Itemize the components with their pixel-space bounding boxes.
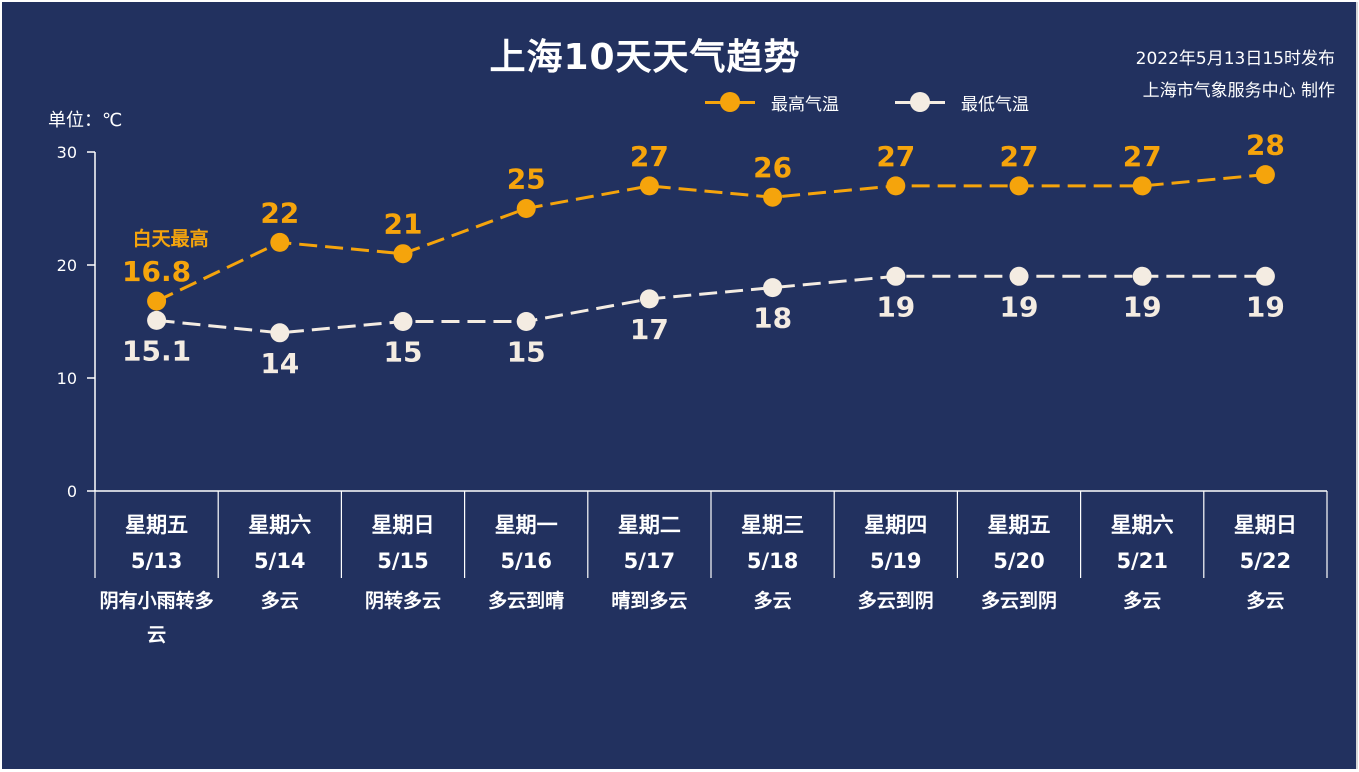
- y-tick-label: 30: [57, 143, 77, 162]
- data-label-high: 21: [384, 208, 423, 241]
- issued-time: 2022年5月13日15时发布: [1135, 49, 1335, 69]
- data-point-high: [763, 187, 783, 207]
- data-label-low: 19: [876, 290, 915, 323]
- legend-marker-high: [720, 92, 740, 112]
- data-label-high: 16.8: [122, 255, 191, 288]
- data-label-high: 27: [1000, 140, 1039, 173]
- data-point-low: [147, 310, 167, 330]
- data-label-low: 19: [1246, 290, 1285, 323]
- data-point-high: [1255, 165, 1275, 185]
- x-tick-label: 5/14: [254, 549, 306, 573]
- data-label-high: 25: [507, 163, 546, 196]
- x-weekday-label: 星期三: [741, 513, 804, 537]
- data-label-high: 22: [260, 196, 299, 229]
- x-tick-label: 5/13: [131, 549, 183, 573]
- data-point-high: [886, 176, 906, 196]
- x-weekday-label: 星期六: [1111, 513, 1174, 537]
- data-label-high: 26: [753, 151, 792, 184]
- series-line-high: [155, 173, 1266, 303]
- x-weekday-label: 星期五: [125, 513, 188, 537]
- x-weekday-label: 星期日: [372, 513, 435, 537]
- data-point-high: [1132, 176, 1152, 196]
- data-point-low: [1009, 266, 1029, 286]
- x-tick-label: 5/16: [500, 549, 552, 573]
- weather-condition: 晴到多云: [611, 590, 688, 612]
- data-point-high: [393, 244, 413, 264]
- data-label-high: 27: [876, 140, 915, 173]
- series-line-low: [156, 274, 1266, 335]
- data-point-low: [763, 278, 783, 298]
- data-label-low: 14: [260, 347, 299, 380]
- data-point-high: [1009, 176, 1029, 196]
- x-tick-label: 5/19: [870, 549, 922, 573]
- data-point-low: [639, 289, 659, 309]
- x-weekday-label: 星期二: [618, 513, 681, 537]
- x-weekday-label: 星期一: [495, 513, 558, 537]
- y-tick-label: 0: [67, 482, 77, 501]
- data-label-low: 19: [1123, 290, 1162, 323]
- legend-marker-low: [910, 92, 930, 112]
- y-tick-label: 20: [57, 256, 77, 275]
- x-weekday-label: 星期五: [988, 513, 1051, 537]
- data-label-low: 18: [753, 302, 792, 335]
- data-point-high: [270, 232, 290, 252]
- x-weekday-label: 星期四: [864, 513, 927, 537]
- data-point-high: [639, 176, 659, 196]
- unit-label: 单位：℃: [48, 110, 123, 131]
- data-label-low: 15: [507, 336, 546, 369]
- x-tick-label: 5/15: [377, 549, 429, 573]
- weather-condition: 多云到阴: [857, 590, 934, 612]
- data-label-low: 15.1: [122, 334, 191, 367]
- annotation-label: 白天最高: [133, 227, 209, 250]
- x-weekday-label: 星期六: [248, 513, 311, 537]
- legend-label-high: 最高气温: [771, 95, 839, 115]
- data-point-low: [1132, 266, 1152, 286]
- data-point-low: [270, 323, 290, 343]
- y-tick-label: 10: [57, 369, 77, 388]
- x-tick-label: 5/22: [1240, 549, 1292, 573]
- producer-credit: 上海市气象服务中心 制作: [1142, 81, 1335, 101]
- weather-condition: 多云: [1123, 590, 1162, 612]
- x-tick-label: 5/21: [1116, 549, 1168, 573]
- data-point-low: [1255, 266, 1275, 286]
- chart-title: 上海10天天气趋势: [489, 37, 801, 78]
- x-weekday-label: 星期日: [1234, 513, 1297, 537]
- weather-condition: 阴转多云: [364, 590, 441, 612]
- data-point-low: [886, 266, 906, 286]
- x-tick-label: 5/18: [747, 549, 799, 573]
- data-label-low: 17: [630, 313, 669, 346]
- data-label-high: 27: [630, 140, 669, 173]
- data-point-low: [393, 312, 413, 331]
- x-tick-label: 5/20: [993, 549, 1045, 573]
- data-label-high: 27: [1123, 140, 1162, 173]
- weather-condition: 多云到阴: [980, 590, 1057, 612]
- legend-label-low: 最低气温: [961, 95, 1029, 115]
- x-tick-label: 5/17: [624, 549, 676, 573]
- data-label-low: 19: [1000, 290, 1039, 323]
- data-point-low: [516, 312, 536, 331]
- data-label-high: 28: [1246, 129, 1285, 162]
- weather-condition: 多云: [753, 590, 792, 612]
- data-point-high: [516, 199, 536, 218]
- weather-condition: 多云: [1246, 590, 1285, 612]
- data-label-low: 15: [384, 336, 423, 369]
- weather-condition: 阴有小雨转多云: [99, 590, 214, 646]
- weather-condition: 多云到晴: [488, 590, 565, 612]
- weather-condition: 多云: [260, 590, 299, 612]
- data-point-high: [147, 291, 167, 311]
